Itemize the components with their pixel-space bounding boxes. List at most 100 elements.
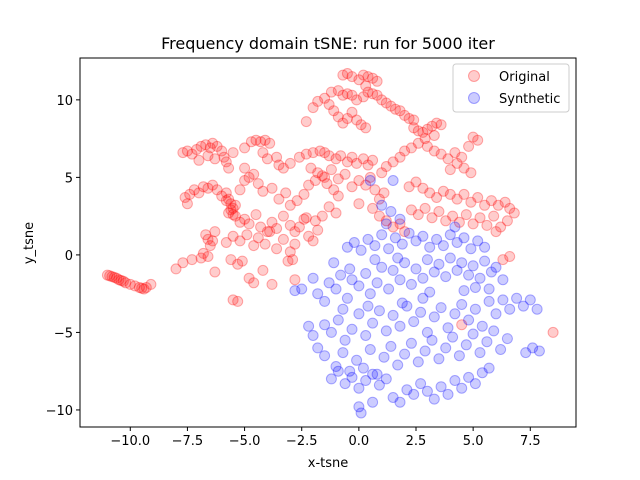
point-original-210 — [417, 126, 429, 138]
point-original-14 — [140, 282, 152, 293]
point-synthetic-64 — [353, 308, 365, 320]
point-original-52 — [207, 137, 219, 149]
point-original-201 — [346, 71, 358, 83]
point-synthetic-78 — [449, 308, 461, 320]
point-original-56 — [220, 156, 232, 168]
point-original-236 — [444, 164, 456, 176]
point-original-105 — [259, 238, 271, 250]
point-synthetic-81 — [469, 303, 481, 315]
point-original-151 — [351, 157, 363, 169]
point-original-80 — [234, 216, 246, 228]
point-original-101 — [234, 235, 246, 247]
point-synthetic-26 — [451, 264, 463, 276]
point-synthetic-53 — [465, 243, 477, 255]
point-original-117 — [232, 295, 244, 307]
point-original-227 — [442, 153, 454, 165]
point-synthetic-96 — [330, 361, 342, 372]
point-original-200 — [341, 68, 353, 79]
point-synthetic-159 — [362, 300, 374, 312]
point-original-94 — [307, 235, 319, 247]
point-synthetic-146 — [469, 378, 481, 390]
point-original-232 — [472, 134, 484, 146]
point-original-48 — [191, 144, 203, 155]
point-original-67 — [264, 137, 276, 149]
point-original-41 — [229, 199, 241, 211]
point-synthetic-117 — [474, 347, 486, 359]
point-synthetic-60 — [325, 326, 337, 338]
point-synthetic-125 — [325, 373, 337, 385]
y-axis-label: y_tsne — [22, 222, 37, 264]
point-original-259 — [426, 212, 438, 224]
point-original-15 — [145, 278, 157, 290]
legend-label-original: Original — [499, 70, 550, 85]
legend: Original Synthetic — [452, 63, 570, 113]
point-original-167 — [378, 187, 390, 199]
point-synthetic-35 — [341, 241, 353, 253]
point-original-157 — [319, 171, 331, 183]
point-original-263 — [453, 216, 465, 228]
point-original-22 — [197, 247, 209, 259]
point-synthetic-130 — [360, 375, 372, 386]
point-synthetic-50 — [444, 229, 456, 241]
point-original-262 — [447, 210, 459, 222]
point-original-186 — [351, 94, 363, 106]
point-original-40 — [227, 209, 239, 221]
point-synthetic-44 — [403, 227, 415, 239]
point-original-104 — [252, 232, 264, 244]
point-original-1 — [104, 270, 116, 282]
point-original-85 — [261, 226, 273, 238]
point-synthetic-157 — [424, 286, 436, 298]
point-original-28 — [179, 192, 191, 203]
point-original-64 — [250, 134, 262, 146]
point-original-207 — [360, 80, 372, 92]
point-original-204 — [362, 71, 374, 83]
point-synthetic-153 — [376, 199, 388, 211]
point-synthetic-66 — [367, 317, 379, 329]
legend-label-synthetic: Synthetic — [499, 92, 560, 107]
point-synthetic-80 — [463, 314, 475, 326]
point-original-114 — [243, 272, 255, 284]
point-original-83 — [250, 209, 262, 221]
point-original-196 — [399, 109, 411, 121]
point-original-189 — [367, 88, 379, 100]
point-synthetic-18 — [405, 278, 417, 290]
point-synthetic-34 — [497, 274, 509, 286]
point-original-220 — [394, 151, 406, 163]
legend-marker-original — [468, 70, 480, 82]
point-synthetic-138 — [415, 378, 427, 390]
point-original-91 — [293, 221, 305, 233]
point-original-87 — [271, 223, 283, 234]
point-original-71 — [273, 159, 285, 171]
point-original-246 — [465, 196, 477, 208]
point-synthetic-27 — [456, 257, 468, 269]
point-synthetic-25 — [444, 252, 456, 264]
point-original-44 — [243, 171, 255, 183]
point-original-65 — [255, 136, 267, 148]
point-original-73 — [284, 157, 296, 169]
point-original-4 — [111, 272, 123, 284]
x-tick-label-3: −2.5 — [286, 434, 318, 449]
point-synthetic-41 — [383, 243, 395, 255]
point-original-38 — [220, 195, 232, 207]
point-original-2 — [106, 271, 118, 283]
point-original-171 — [319, 92, 331, 104]
point-original-97 — [309, 215, 321, 227]
x-axis-label: x-tsne — [308, 456, 349, 471]
point-synthetic-20 — [417, 272, 429, 284]
point-original-277 — [504, 251, 516, 262]
point-original-115 — [248, 277, 260, 289]
point-original-125 — [252, 178, 264, 190]
point-original-122 — [266, 278, 278, 290]
point-synthetic-72 — [408, 316, 420, 328]
point-synthetic-131 — [367, 368, 379, 380]
point-original-124 — [248, 168, 260, 180]
point-original-226 — [435, 148, 447, 160]
point-original-126 — [257, 185, 269, 197]
point-original-55 — [218, 151, 230, 163]
point-original-184 — [341, 88, 353, 100]
point-original-111 — [225, 254, 237, 266]
point-original-152 — [357, 153, 369, 165]
point-original-160 — [339, 168, 351, 180]
point-synthetic-100 — [357, 362, 369, 374]
